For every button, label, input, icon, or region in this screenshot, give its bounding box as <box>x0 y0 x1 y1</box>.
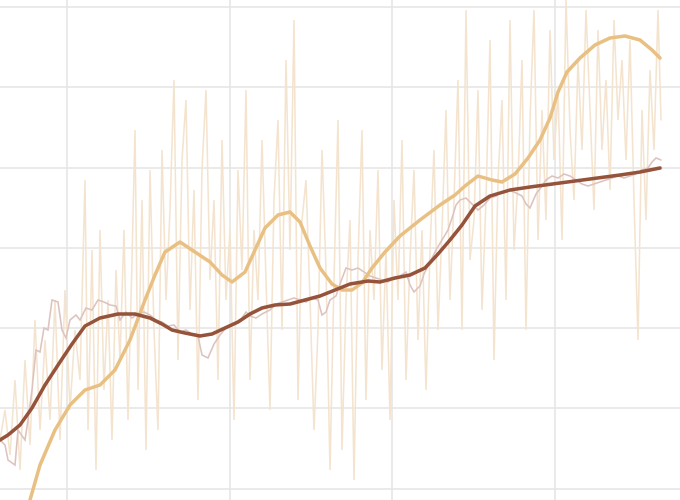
series-line-step-trend <box>0 157 662 467</box>
series-group <box>0 0 662 500</box>
series-line-raw-noise <box>0 0 662 481</box>
series-line-smooth-dark <box>0 166 662 442</box>
series-line-smooth-light <box>28 34 662 500</box>
